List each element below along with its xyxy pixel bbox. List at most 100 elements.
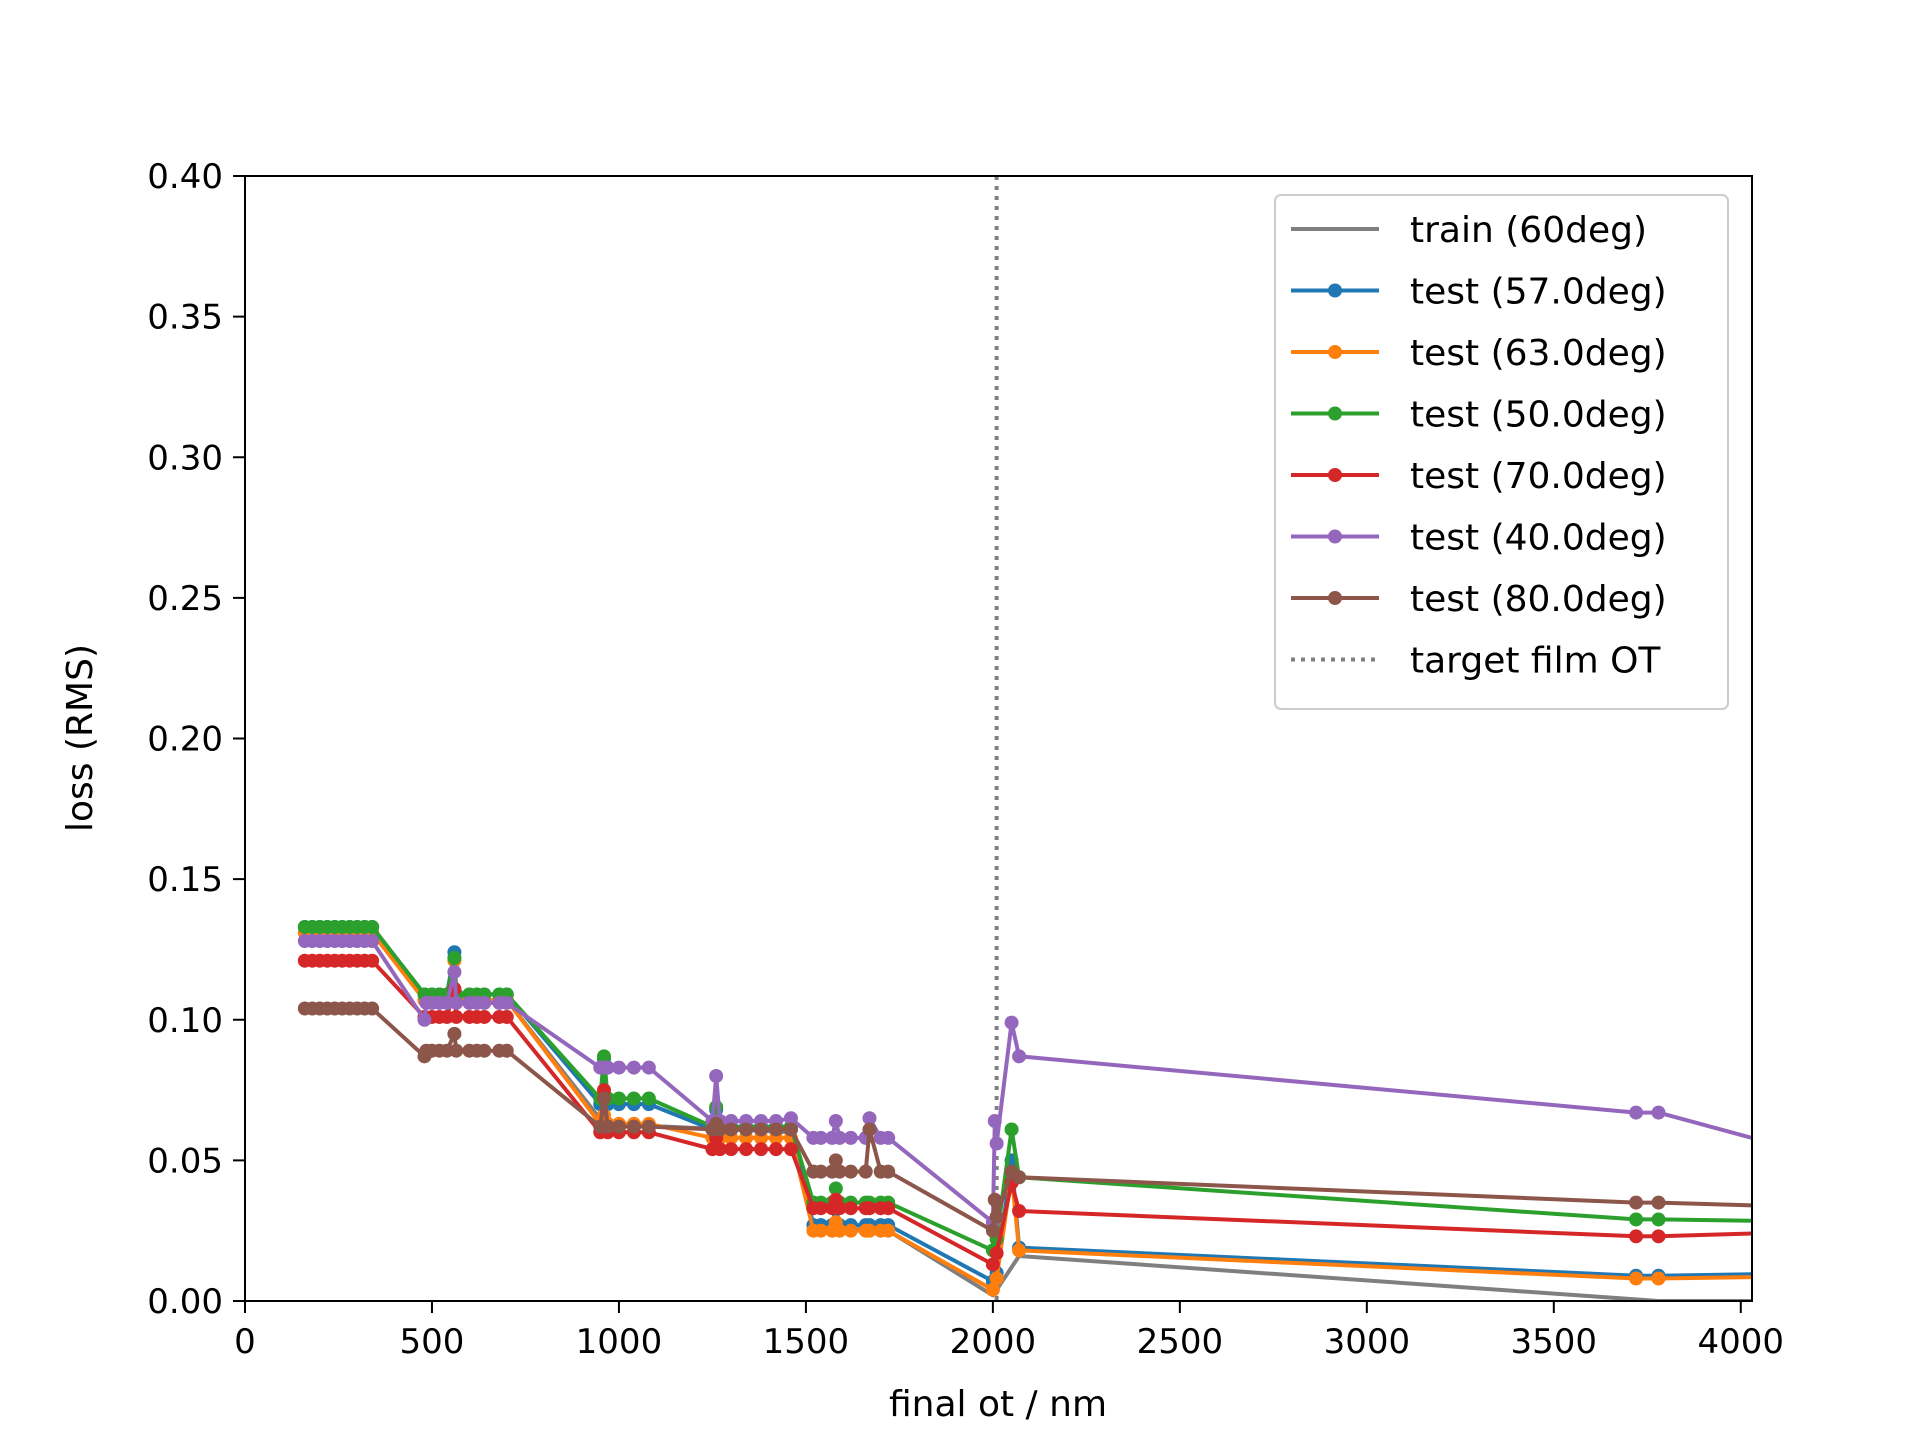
data-point [881, 1201, 896, 1216]
legend-label: test (57.0deg) [1410, 272, 1667, 313]
data-point [832, 1130, 847, 1145]
data-point [881, 1164, 896, 1179]
legend: train (60deg) test (57.0deg) test (63.0deg… [1274, 194, 1729, 710]
data-point [987, 1114, 1002, 1128]
data-point [783, 1111, 798, 1126]
x-axis-label: final ot / nm [889, 1384, 1107, 1425]
y-tick-label: 0.10 [147, 1001, 223, 1041]
data-point [783, 1142, 798, 1157]
data-point [828, 1181, 843, 1196]
x-tick-label: 3000 [1324, 1322, 1411, 1362]
data-point [1629, 1105, 1644, 1120]
data-point [365, 919, 380, 934]
data-point [596, 1049, 611, 1064]
data-point [611, 1119, 626, 1134]
data-point [843, 1223, 858, 1238]
data-point [499, 1009, 514, 1024]
data-point [499, 1043, 514, 1058]
data-point [989, 1271, 1004, 1286]
legend-marker [1328, 529, 1342, 544]
data-point [769, 1122, 784, 1137]
data-point [712, 1142, 727, 1157]
data-point [1651, 1212, 1666, 1227]
data-point [989, 1136, 1004, 1151]
data-point [769, 1142, 784, 1157]
data-point [1651, 1229, 1666, 1244]
data-point [1012, 1170, 1027, 1185]
data-point [754, 1122, 769, 1137]
legend-label: test (50.0deg) [1410, 395, 1667, 436]
series-6 [297, 1001, 1752, 1238]
data-point [739, 1142, 754, 1157]
legend-marker [1328, 468, 1342, 482]
legend-box [1274, 194, 1729, 710]
data-point [843, 1164, 858, 1179]
data-point [843, 1130, 858, 1145]
data-point [417, 1012, 432, 1027]
y-tick-label: 0.00 [147, 1282, 223, 1322]
data-point [611, 1091, 626, 1106]
data-point [832, 1201, 847, 1216]
data-point [1651, 1195, 1666, 1210]
x-tick-label: 500 [400, 1322, 465, 1362]
data-point [449, 1043, 464, 1058]
data-point [709, 1069, 724, 1083]
data-point [985, 1282, 1000, 1297]
x-tick-label: 4000 [1698, 1322, 1785, 1362]
data-point [1629, 1271, 1644, 1286]
legend-marker [1328, 406, 1342, 421]
data-point [858, 1164, 873, 1179]
legend-marker [1328, 591, 1342, 605]
legend-marker [1328, 345, 1342, 359]
data-point [813, 1223, 828, 1238]
data-point [881, 1223, 896, 1238]
data-point [783, 1122, 798, 1137]
y-tick-label: 0.35 [147, 298, 223, 338]
data-point [862, 1111, 877, 1126]
legend-label: test (70.0deg) [1410, 456, 1667, 497]
data-point [447, 964, 462, 979]
data-point [813, 1164, 828, 1179]
data-point [626, 1119, 641, 1134]
x-tick-label: 1500 [763, 1322, 850, 1362]
data-point [626, 1060, 641, 1075]
data-point [449, 1009, 464, 1024]
data-point [477, 1043, 492, 1058]
data-point [862, 1201, 877, 1216]
data-point [1629, 1229, 1644, 1244]
legend-label: train (60deg) [1410, 210, 1647, 251]
x-tick-label: 1000 [576, 1322, 663, 1362]
x-axis: 0 500 1000 1500 2000 2500 3000 3500 4000 [234, 1301, 1784, 1362]
x-tick-label: 3500 [1511, 1322, 1598, 1362]
x-tick-label: 0 [234, 1322, 256, 1362]
data-point [600, 1119, 615, 1134]
data-point [828, 1153, 843, 1168]
data-point [832, 1223, 847, 1238]
data-point [813, 1130, 828, 1145]
data-point [641, 1119, 656, 1134]
data-point [1012, 1204, 1027, 1218]
data-point [1012, 1243, 1027, 1258]
data-point [724, 1122, 739, 1137]
y-tick-label: 0.15 [147, 860, 223, 900]
data-point [754, 1142, 769, 1157]
legend-label: test (40.0deg) [1410, 518, 1667, 559]
legend-marker [1328, 283, 1342, 298]
series-layer [297, 919, 1752, 1301]
data-point [881, 1130, 896, 1145]
data-point [832, 1164, 847, 1179]
y-tick-label: 0.30 [147, 438, 223, 478]
data-point [600, 1060, 615, 1075]
data-point [365, 934, 380, 948]
y-tick-label: 0.20 [147, 720, 223, 760]
legend-label: test (80.0deg) [1410, 579, 1667, 620]
data-point [985, 1257, 1000, 1272]
y-axis: 0.00 0.05 0.10 0.15 0.20 0.25 0.30 0.35 0.40 [147, 157, 245, 1322]
data-point [989, 1246, 1004, 1261]
y-tick-label: 0.25 [147, 579, 223, 619]
data-point [862, 1122, 877, 1137]
data-point [611, 1060, 626, 1075]
data-point [365, 1001, 380, 1016]
data-point [626, 1091, 641, 1106]
